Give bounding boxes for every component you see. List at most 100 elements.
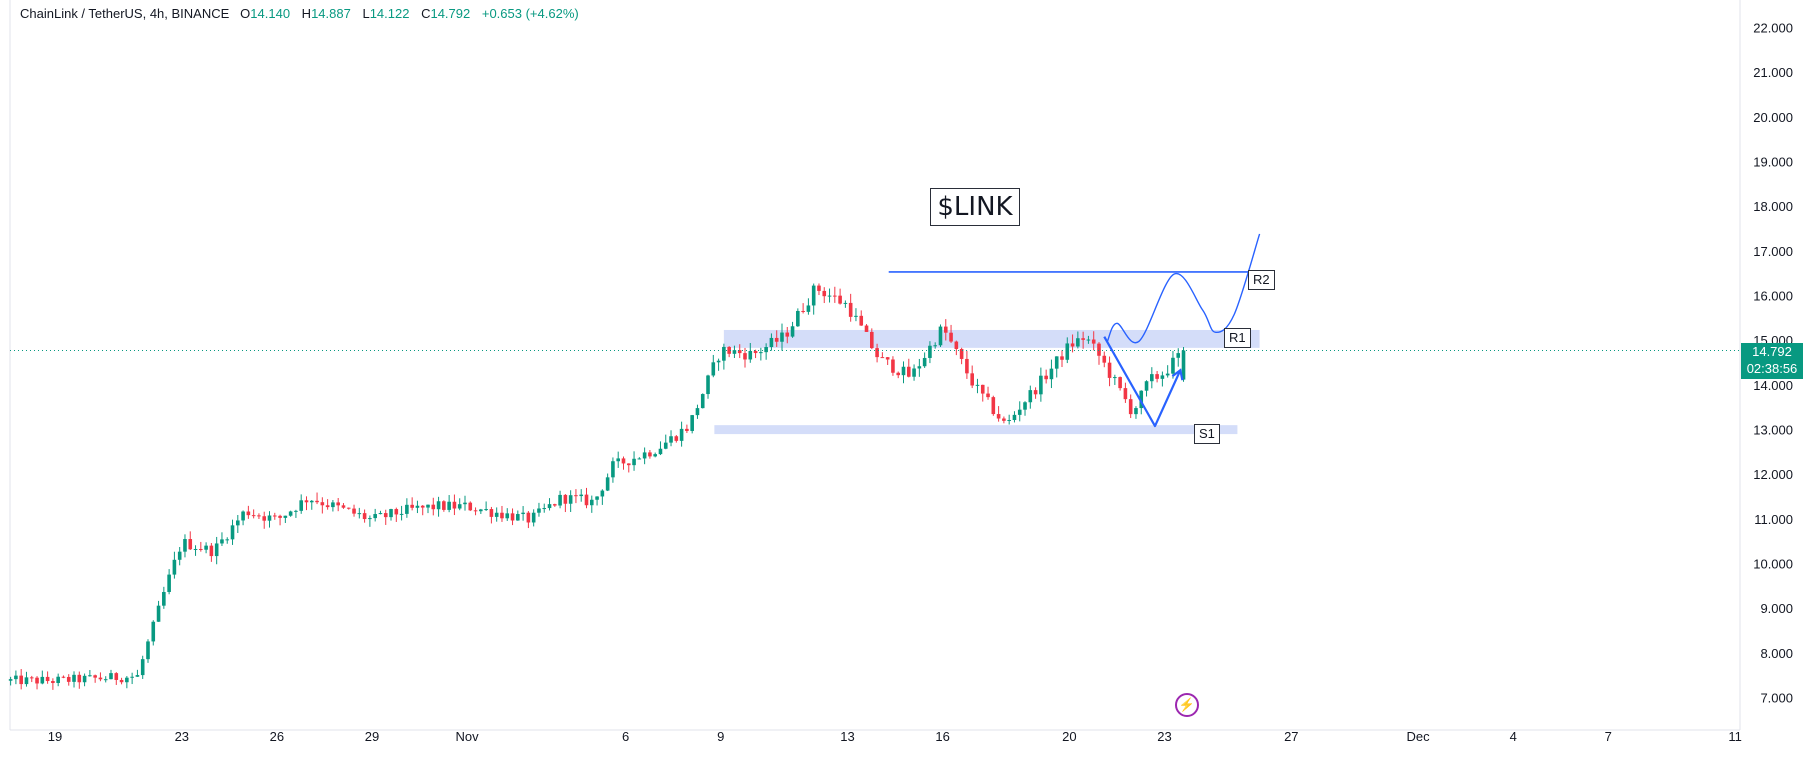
candle[interactable] [1086, 335, 1091, 344]
candle[interactable] [716, 358, 721, 371]
candle[interactable] [346, 507, 351, 510]
candle[interactable] [40, 670, 45, 685]
candle[interactable] [209, 543, 214, 562]
candle[interactable] [383, 509, 388, 525]
candle[interactable] [66, 674, 71, 686]
candle[interactable] [61, 675, 66, 679]
candle[interactable] [616, 451, 621, 468]
candle[interactable] [521, 506, 525, 521]
candle[interactable] [167, 569, 171, 595]
candle[interactable] [24, 671, 29, 687]
candle[interactable] [785, 326, 790, 344]
candle[interactable] [257, 513, 261, 520]
candle[interactable] [479, 508, 483, 514]
candle[interactable] [331, 499, 335, 512]
candle[interactable] [177, 547, 182, 566]
candle[interactable] [943, 319, 948, 341]
candle[interactable] [288, 510, 293, 517]
candle[interactable] [928, 341, 932, 364]
candle[interactable] [272, 512, 277, 520]
candle[interactable] [917, 358, 922, 377]
candle[interactable] [415, 500, 420, 514]
drawings-layer[interactable] [10, 233, 1740, 428]
candle[interactable] [241, 510, 245, 526]
candle[interactable] [711, 354, 716, 378]
candle[interactable] [801, 303, 805, 314]
candle[interactable] [114, 672, 119, 685]
candle[interactable] [843, 300, 848, 308]
candle[interactable] [537, 502, 541, 517]
candle[interactable] [896, 371, 901, 379]
candle[interactable] [875, 343, 879, 363]
candle[interactable] [589, 495, 594, 513]
candle[interactable] [299, 494, 304, 514]
candle[interactable] [822, 287, 827, 304]
candle[interactable] [600, 489, 605, 505]
candle[interactable] [901, 361, 906, 384]
candle[interactable] [436, 496, 441, 517]
candle[interactable] [193, 545, 198, 556]
candle[interactable] [98, 672, 103, 682]
candle[interactable] [468, 501, 473, 512]
candle[interactable] [357, 507, 362, 519]
candle[interactable] [1049, 359, 1054, 389]
candle[interactable] [975, 378, 980, 394]
candle[interactable] [35, 676, 39, 690]
candle[interactable] [1070, 334, 1075, 353]
candle[interactable] [82, 673, 87, 687]
candle[interactable] [1107, 356, 1112, 387]
candle[interactable] [547, 498, 552, 511]
candle[interactable] [864, 324, 869, 332]
candle[interactable] [1081, 331, 1085, 349]
candle[interactable] [669, 430, 673, 447]
candle[interactable] [29, 675, 34, 683]
candle[interactable] [1155, 371, 1159, 383]
candle[interactable] [827, 288, 832, 303]
candle[interactable] [135, 669, 140, 677]
candle[interactable] [1002, 416, 1006, 424]
candle[interactable] [262, 511, 267, 529]
retest-path[interactable] [1103, 336, 1182, 428]
candle[interactable] [394, 507, 399, 522]
candle[interactable] [1017, 401, 1022, 422]
candle[interactable] [743, 347, 747, 368]
candle[interactable] [125, 676, 129, 689]
chart-title-text[interactable]: $LINK [930, 188, 1020, 226]
candle[interactable] [848, 293, 853, 322]
candle[interactable] [45, 671, 50, 684]
candle[interactable] [119, 677, 124, 685]
candle[interactable] [309, 500, 314, 510]
candle[interactable] [965, 350, 969, 379]
candle[interactable] [642, 447, 647, 465]
candle[interactable] [1113, 374, 1117, 385]
candle[interactable] [1144, 380, 1149, 397]
candle[interactable] [336, 497, 340, 512]
candle[interactable] [484, 501, 488, 512]
candle[interactable] [1007, 414, 1011, 425]
candle[interactable] [954, 340, 959, 356]
candle[interactable] [764, 343, 768, 360]
candle[interactable] [605, 473, 610, 492]
candle[interactable] [637, 457, 642, 460]
symbol-name[interactable]: ChainLink / TetherUS, 4h, BINANCE [20, 6, 230, 21]
candle[interactable] [737, 344, 742, 359]
candle[interactable] [373, 508, 377, 522]
candle[interactable] [674, 435, 679, 443]
candle[interactable] [854, 308, 858, 322]
price-axis[interactable]: 7.000 8.000 9.000 10.000 11.000 12.000 13.000 1… [1753, 20, 1793, 705]
candle[interactable] [1160, 371, 1165, 387]
candle[interactable] [230, 519, 235, 545]
candle[interactable] [463, 495, 467, 511]
candle[interactable] [970, 365, 974, 389]
candle[interactable] [796, 308, 800, 327]
candle[interactable] [368, 515, 372, 527]
candle[interactable] [817, 283, 821, 296]
level-label-r1[interactable]: R1 [1224, 328, 1251, 348]
candle[interactable] [246, 505, 251, 519]
candle[interactable] [236, 514, 240, 534]
candle[interactable] [663, 434, 668, 450]
candle[interactable] [574, 489, 578, 504]
candle[interactable] [1091, 331, 1096, 351]
candle[interactable] [220, 532, 224, 546]
